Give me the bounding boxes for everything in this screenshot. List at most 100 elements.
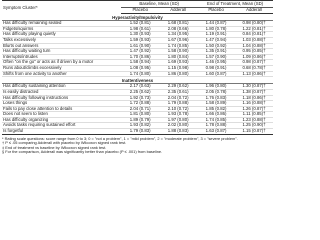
table-container: Symptom Cluster* Baseline, Mean (SD) End… xyxy=(2,0,273,155)
cell-value: 1.22 (0.81)† xyxy=(235,26,273,33)
row-label: Has difficulty playing quietly xyxy=(2,32,122,39)
row-label: Talks excessively xyxy=(2,37,122,44)
cell-value: 1.50 (0.92) xyxy=(197,43,236,50)
cell-value: 1.60 (0.87) xyxy=(197,71,236,78)
cell-value: 1.63 (0.87) xyxy=(197,128,236,135)
cell-value: 2.29 (0.62) xyxy=(159,84,198,90)
cell-value: 1.96 (0.80) xyxy=(197,84,236,90)
cell-value: 1.03 (0.88)† xyxy=(235,37,273,44)
cell-value: 1.52 (0.81) xyxy=(121,21,160,27)
cell-value: 1.97 (0.80) xyxy=(159,117,198,124)
table-row: Has difficulty playing quietly 1.30 (0.93… xyxy=(2,32,273,39)
row-label: Is forgetful xyxy=(2,128,122,135)
cell-value: 1.80 (0.78) xyxy=(197,26,236,33)
row-label: Has difficulty remaining seated xyxy=(2,21,122,27)
page: {"table": { "header": {"symptom_cluster"… xyxy=(2,0,273,155)
cell-value: 1.30 (0.93) xyxy=(121,32,160,39)
row-label: Loses things xyxy=(2,100,122,107)
cell-value: 1.74 (0.85) xyxy=(197,117,236,124)
row-label: Has difficulty sustaining attention xyxy=(2,84,122,90)
cell-value: 1.79 (0.88) xyxy=(159,100,198,107)
cell-value: 0.95 (0.85)† xyxy=(235,49,273,55)
cell-value: 1.67 (0.96) xyxy=(159,37,198,44)
cell-value: 1.88 (0.83) xyxy=(159,128,198,135)
footnote: § For the comparison, Adderall was signi… xyxy=(2,150,163,155)
column-group-header: End of Treatment, Mean (SD) xyxy=(197,0,273,8)
table-row: Has difficulty organizing 1.89 (0.79) 1.97… xyxy=(2,117,273,124)
table-section: Hyperactivity/Impulsivity Has difficulty … xyxy=(2,13,273,78)
table-row: Has difficulty following instructions 1.9… xyxy=(2,95,273,102)
cell-value: 1.58 (0.94) xyxy=(121,60,160,66)
cell-value: 1.11 (0.85)† xyxy=(235,112,273,118)
cell-value: 1.15 (0.87)† xyxy=(235,128,273,135)
cell-value: 1.38 (0.87)† xyxy=(235,89,273,96)
cell-value: 1.30 (0.87)† xyxy=(235,84,273,90)
cell-value: 1.44 (0.87) xyxy=(197,21,236,27)
cell-value: 1.58 (0.89) xyxy=(197,100,236,107)
row-label: Shifts from one activity to another xyxy=(2,71,122,78)
footnote: * Rating scale questions: score range fr… xyxy=(2,136,238,141)
cell-value: 1.72 (0.88) xyxy=(121,100,160,107)
row-label: Runs about/climbs excessively xyxy=(2,65,122,72)
table-section: Inattentiveness Has difficulty sustaining… xyxy=(2,76,273,135)
cell-value: 2.08 (0.66) xyxy=(159,26,198,33)
cell-value: 1.13 (0.86)† xyxy=(235,71,273,78)
row-label: Has difficulty waiting turn xyxy=(2,49,122,55)
cell-value: 2.35 (0.61) xyxy=(159,89,198,96)
cell-value: 1.46 (0.95) xyxy=(197,60,236,66)
cell-value: 1.78 (0.88) xyxy=(197,123,236,130)
table-row: Has difficulty remaining seated 1.52 (0.8… xyxy=(2,21,273,27)
cell-value: 1.69 (0.93) xyxy=(159,60,198,66)
table-row: Has difficulty sustaining attention 2.17 … xyxy=(2,84,273,90)
footnote: † P ≤ .05 comparing Adderall with placeb… xyxy=(2,141,127,146)
row-label: Fails to pay close attention to details xyxy=(2,106,122,113)
cell-value: 1.15 (0.98) xyxy=(159,65,198,72)
section-row: Hyperactivity/Impulsivity xyxy=(2,13,273,22)
cell-value: 1.74 (0.80) xyxy=(121,71,160,78)
table-row: Blurts out answers 1.61 (0.90) 1.74 (0.85)… xyxy=(2,43,273,50)
cell-value: 2.04 (0.72) xyxy=(159,95,198,102)
cell-value: 1.19 (0.91) xyxy=(197,32,236,39)
cell-value: 1.58 (0.90) xyxy=(159,49,198,55)
table-header: Symptom Cluster* Baseline, Mean (SD) End… xyxy=(2,0,273,15)
table-row: Is forgetful 1.79 (0.83) 1.88 (0.83) 1.63 (… xyxy=(2,128,273,135)
cell-value: 1.85 (0.82) xyxy=(197,106,236,113)
cell-value: 1.47 (0.94) xyxy=(197,37,236,44)
column-header: Placebo xyxy=(197,7,236,15)
column-header: Adderall xyxy=(235,7,273,15)
row-label: Is easily distracted xyxy=(2,89,122,96)
table-row: Interrupts/intrudes 1.70 (0.86) 1.80 (0.84… xyxy=(2,54,273,61)
cell-value: 2.17 (0.63) xyxy=(121,84,160,90)
footnote: ‡ End of treatment vs baseline by Wilcox… xyxy=(2,145,107,150)
section-title: Hyperactivity/Impulsivity xyxy=(2,13,273,22)
cell-value: 1.34 (0.95) xyxy=(159,32,198,39)
cell-value: 1.16 (0.88)† xyxy=(235,100,273,107)
footnotes: * Rating scale questions: score range fr… xyxy=(2,137,273,155)
cell-value: 2.25 (0.62) xyxy=(121,89,160,96)
row-label: Blurts out answers xyxy=(2,43,122,50)
cell-value: 0.98 (0.80)† xyxy=(235,21,273,27)
cell-value: 1.18 (0.86)† xyxy=(235,95,273,102)
cell-value: 2.02 (0.80) xyxy=(159,123,198,130)
row-label: Avoids tasks requiring sustained effort xyxy=(2,123,122,130)
section-title: Inattentiveness xyxy=(2,76,273,85)
cell-value: 1.80 (0.84) xyxy=(159,54,198,61)
table-row: Runs about/climbs excessively 1.08 (0.95)… xyxy=(2,65,273,72)
cell-value: 1.59 (0.93) xyxy=(121,37,160,44)
cell-value: 1.86 (0.80) xyxy=(159,71,198,78)
cell-value: 1.61 (0.90) xyxy=(121,43,160,50)
column-header: Placebo xyxy=(121,7,160,15)
table-row: Avoids tasks requiring sustained effort 1… xyxy=(2,123,273,130)
row-label: Has difficulty following instructions xyxy=(2,95,122,102)
cell-value: 1.57 (0.90) xyxy=(197,54,236,61)
row-label: Has difficulty organizing xyxy=(2,117,122,124)
cell-value: 1.76 (0.83) xyxy=(197,95,236,102)
cell-value: 0.98 (0.87)† xyxy=(235,60,273,66)
table-row: Fails to pay close attention to details 2… xyxy=(2,106,273,113)
cell-value: 0.98 (0.91) xyxy=(197,65,236,72)
cell-value: 1.25 (0.90)† xyxy=(235,123,273,130)
cell-value: 1.93 (0.82) xyxy=(121,123,160,130)
cell-value: 1.79 (0.83) xyxy=(121,128,160,135)
cell-value: 1.04 (0.88)† xyxy=(235,43,273,50)
row-label: Interrupts/intrudes xyxy=(2,54,122,61)
